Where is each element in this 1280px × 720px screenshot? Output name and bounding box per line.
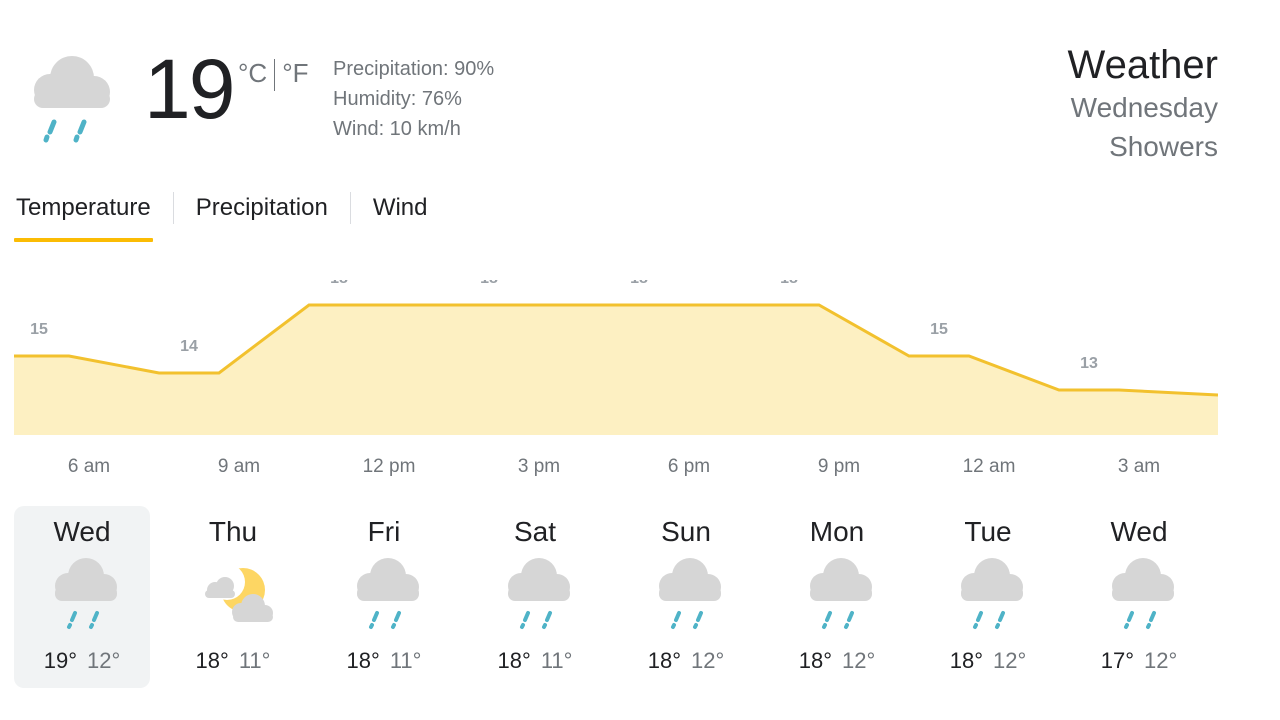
temperature-area xyxy=(14,305,1218,435)
day-card-fri[interactable]: Fri 18° 11° xyxy=(316,506,452,688)
high-temperature: 17° xyxy=(1100,648,1134,673)
time-label: 3 pm xyxy=(517,456,561,477)
temperature-line xyxy=(14,303,1218,397)
day-card-wed[interactable]: Wed 17° 12° xyxy=(1071,506,1207,688)
partly-cloudy-night-icon xyxy=(197,556,277,636)
temperature-data-label: 14 xyxy=(180,338,198,355)
day-name: Thu xyxy=(208,516,258,547)
low-temperature: 12° xyxy=(87,648,121,673)
low-temperature: 12° xyxy=(993,648,1027,673)
temperature-data-label: 13 xyxy=(1080,355,1098,372)
day-temperatures: 18° 12° xyxy=(920,648,1056,674)
fahrenheit-button[interactable]: °F xyxy=(282,58,309,88)
day-card-wed[interactable]: Wed 19° 12° xyxy=(14,506,150,688)
current-condition: Showers xyxy=(1109,131,1218,162)
tab-divider xyxy=(349,192,351,224)
humidity-detail: Humidity: 76% xyxy=(333,88,462,110)
day-temperatures: 19° 12° xyxy=(14,648,150,674)
day-temperatures: 18° 11° xyxy=(316,648,452,674)
rain-cloud-icon xyxy=(650,556,730,636)
high-temperature: 18° xyxy=(949,648,983,673)
day-card-mon[interactable]: Mon 18° 12° xyxy=(769,506,905,688)
time-label: 6 pm xyxy=(667,456,711,477)
rain-cloud-icon xyxy=(952,556,1032,636)
time-label: 12 pm xyxy=(362,456,416,477)
location-header: Weather Wednesday Showers xyxy=(1068,42,1218,166)
rain-cloud-icon xyxy=(348,556,428,636)
day-name: Mon xyxy=(809,516,865,547)
rain-cloud-icon xyxy=(46,556,126,636)
high-temperature: 18° xyxy=(798,648,832,673)
tab-divider xyxy=(172,192,174,224)
day-name: Fri xyxy=(367,516,401,547)
tab-precipitation[interactable]: Precipitation xyxy=(195,194,328,221)
low-temperature: 12° xyxy=(842,648,876,673)
tab-temperature[interactable]: Temperature xyxy=(14,188,153,242)
precipitation-detail: Precipitation: 90% xyxy=(333,58,495,80)
low-temperature: 12° xyxy=(691,648,725,673)
temperature-data-label: 18 xyxy=(780,280,798,287)
day-temperatures: 17° 12° xyxy=(1071,648,1207,674)
temperature-chart: 15 14 18 18 18 18 15 13 xyxy=(14,280,1218,435)
temperature-data-label: 18 xyxy=(480,280,498,287)
current-temperature: 19 xyxy=(144,42,235,136)
low-temperature: 11° xyxy=(389,648,422,673)
low-temperature: 11° xyxy=(238,648,271,673)
day-name: Wed xyxy=(53,516,111,547)
day-name: Wed xyxy=(1110,516,1168,547)
time-label: 6 am xyxy=(67,456,111,477)
time-label: 3 am xyxy=(1117,456,1161,477)
unit-divider xyxy=(274,59,276,92)
wind-detail: Wind: 10 km/h xyxy=(333,118,461,140)
celsius-button[interactable]: °C xyxy=(238,58,268,88)
day-temperatures: 18° 12° xyxy=(769,648,905,674)
unit-toggle: °C °F xyxy=(238,56,309,92)
daily-forecast: Wed 19° 12° Thu 18° 11° Fri 18° 11° Sat xyxy=(14,506,1230,690)
high-temperature: 18° xyxy=(346,648,380,673)
day-card-tue[interactable]: Tue 18° 12° xyxy=(920,506,1056,688)
temperature-data-label: 18 xyxy=(330,280,348,287)
time-label: 9 pm xyxy=(817,456,861,477)
temperature-data-label: 18 xyxy=(630,280,648,287)
low-temperature: 11° xyxy=(540,648,573,673)
rain-cloud-icon xyxy=(1103,556,1183,636)
time-label: 12 am xyxy=(962,456,1016,477)
day-card-sun[interactable]: Sun 18° 12° xyxy=(618,506,754,688)
weather-details: Precipitation: 90% Humidity: 76% Wind: 1… xyxy=(333,54,494,144)
temperature-data-label: 15 xyxy=(30,321,48,338)
chart-tabs: Temperature Precipitation Wind xyxy=(14,188,430,244)
time-label: 9 am xyxy=(217,456,261,477)
day-temperatures: 18° 12° xyxy=(618,648,754,674)
day-name: Tue xyxy=(964,516,1012,547)
high-temperature: 19° xyxy=(43,648,77,673)
rain-cloud-icon xyxy=(801,556,881,636)
page-title: Weather xyxy=(1067,43,1218,87)
rain-cloud-icon xyxy=(22,48,118,144)
day-card-sat[interactable]: Sat 18° 11° xyxy=(467,506,603,688)
day-name: Sun xyxy=(661,516,711,547)
day-card-thu[interactable]: Thu 18° 11° xyxy=(165,506,301,688)
day-name: Sat xyxy=(513,516,557,547)
high-temperature: 18° xyxy=(497,648,531,673)
high-temperature: 18° xyxy=(195,648,229,673)
current-day: Wednesday xyxy=(1070,92,1218,123)
day-temperatures: 18° 11° xyxy=(165,648,301,674)
tab-wind[interactable]: Wind xyxy=(372,194,428,221)
time-axis: 6 am 9 am 12 pm 3 pm 6 pm 9 pm 12 am 3 am xyxy=(14,456,1218,486)
high-temperature: 18° xyxy=(647,648,681,673)
temperature-data-label: 15 xyxy=(930,321,948,338)
low-temperature: 12° xyxy=(1144,648,1178,673)
rain-cloud-icon xyxy=(499,556,579,636)
day-temperatures: 18° 11° xyxy=(467,648,603,674)
